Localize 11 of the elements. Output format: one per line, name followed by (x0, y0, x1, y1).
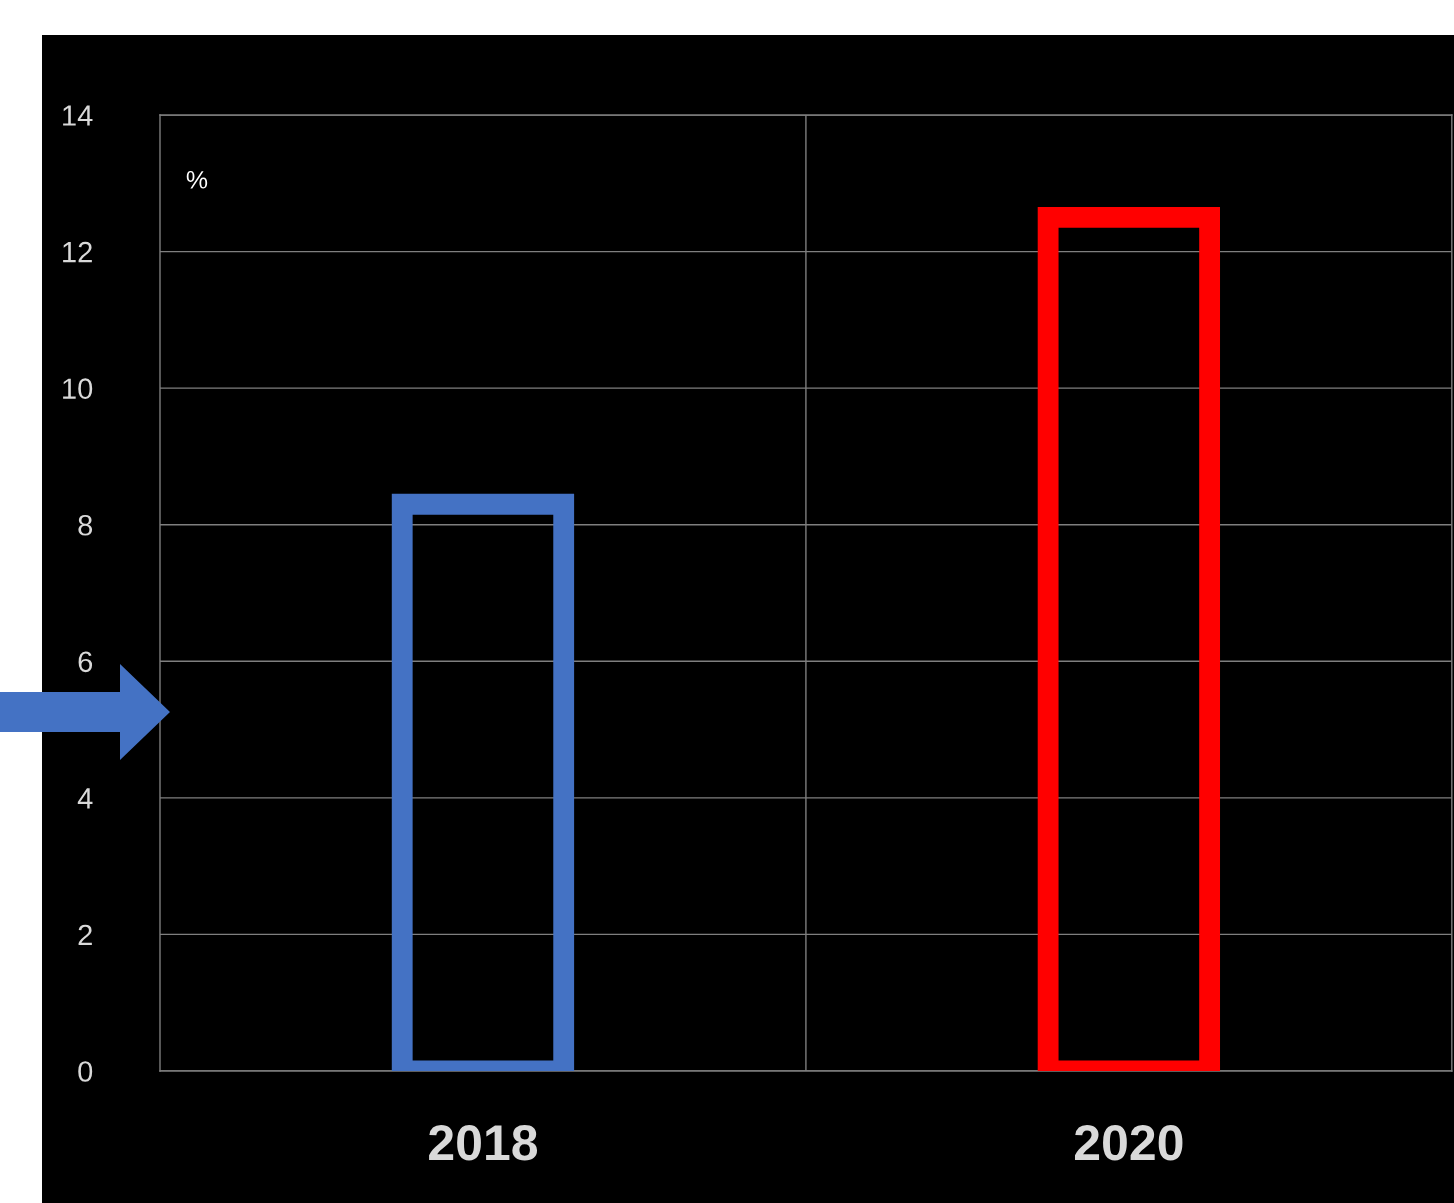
y-tick-label: 10 (63, 378, 93, 399)
y-tick-label: 6 (78, 651, 93, 673)
annotation: % (186, 171, 208, 189)
y-tick-label: 2 (78, 924, 92, 945)
x-tick-label: 2018 (429, 1125, 538, 1161)
y-tick-label: 8 (78, 514, 93, 536)
y-tick-label: 0 (78, 1061, 93, 1082)
y-tick-label: 12 (63, 241, 92, 263)
x-tick-label: 2020 (1074, 1125, 1183, 1161)
y-tick-label: 14 (63, 105, 93, 126)
y-tick-label: 4 (77, 788, 93, 809)
